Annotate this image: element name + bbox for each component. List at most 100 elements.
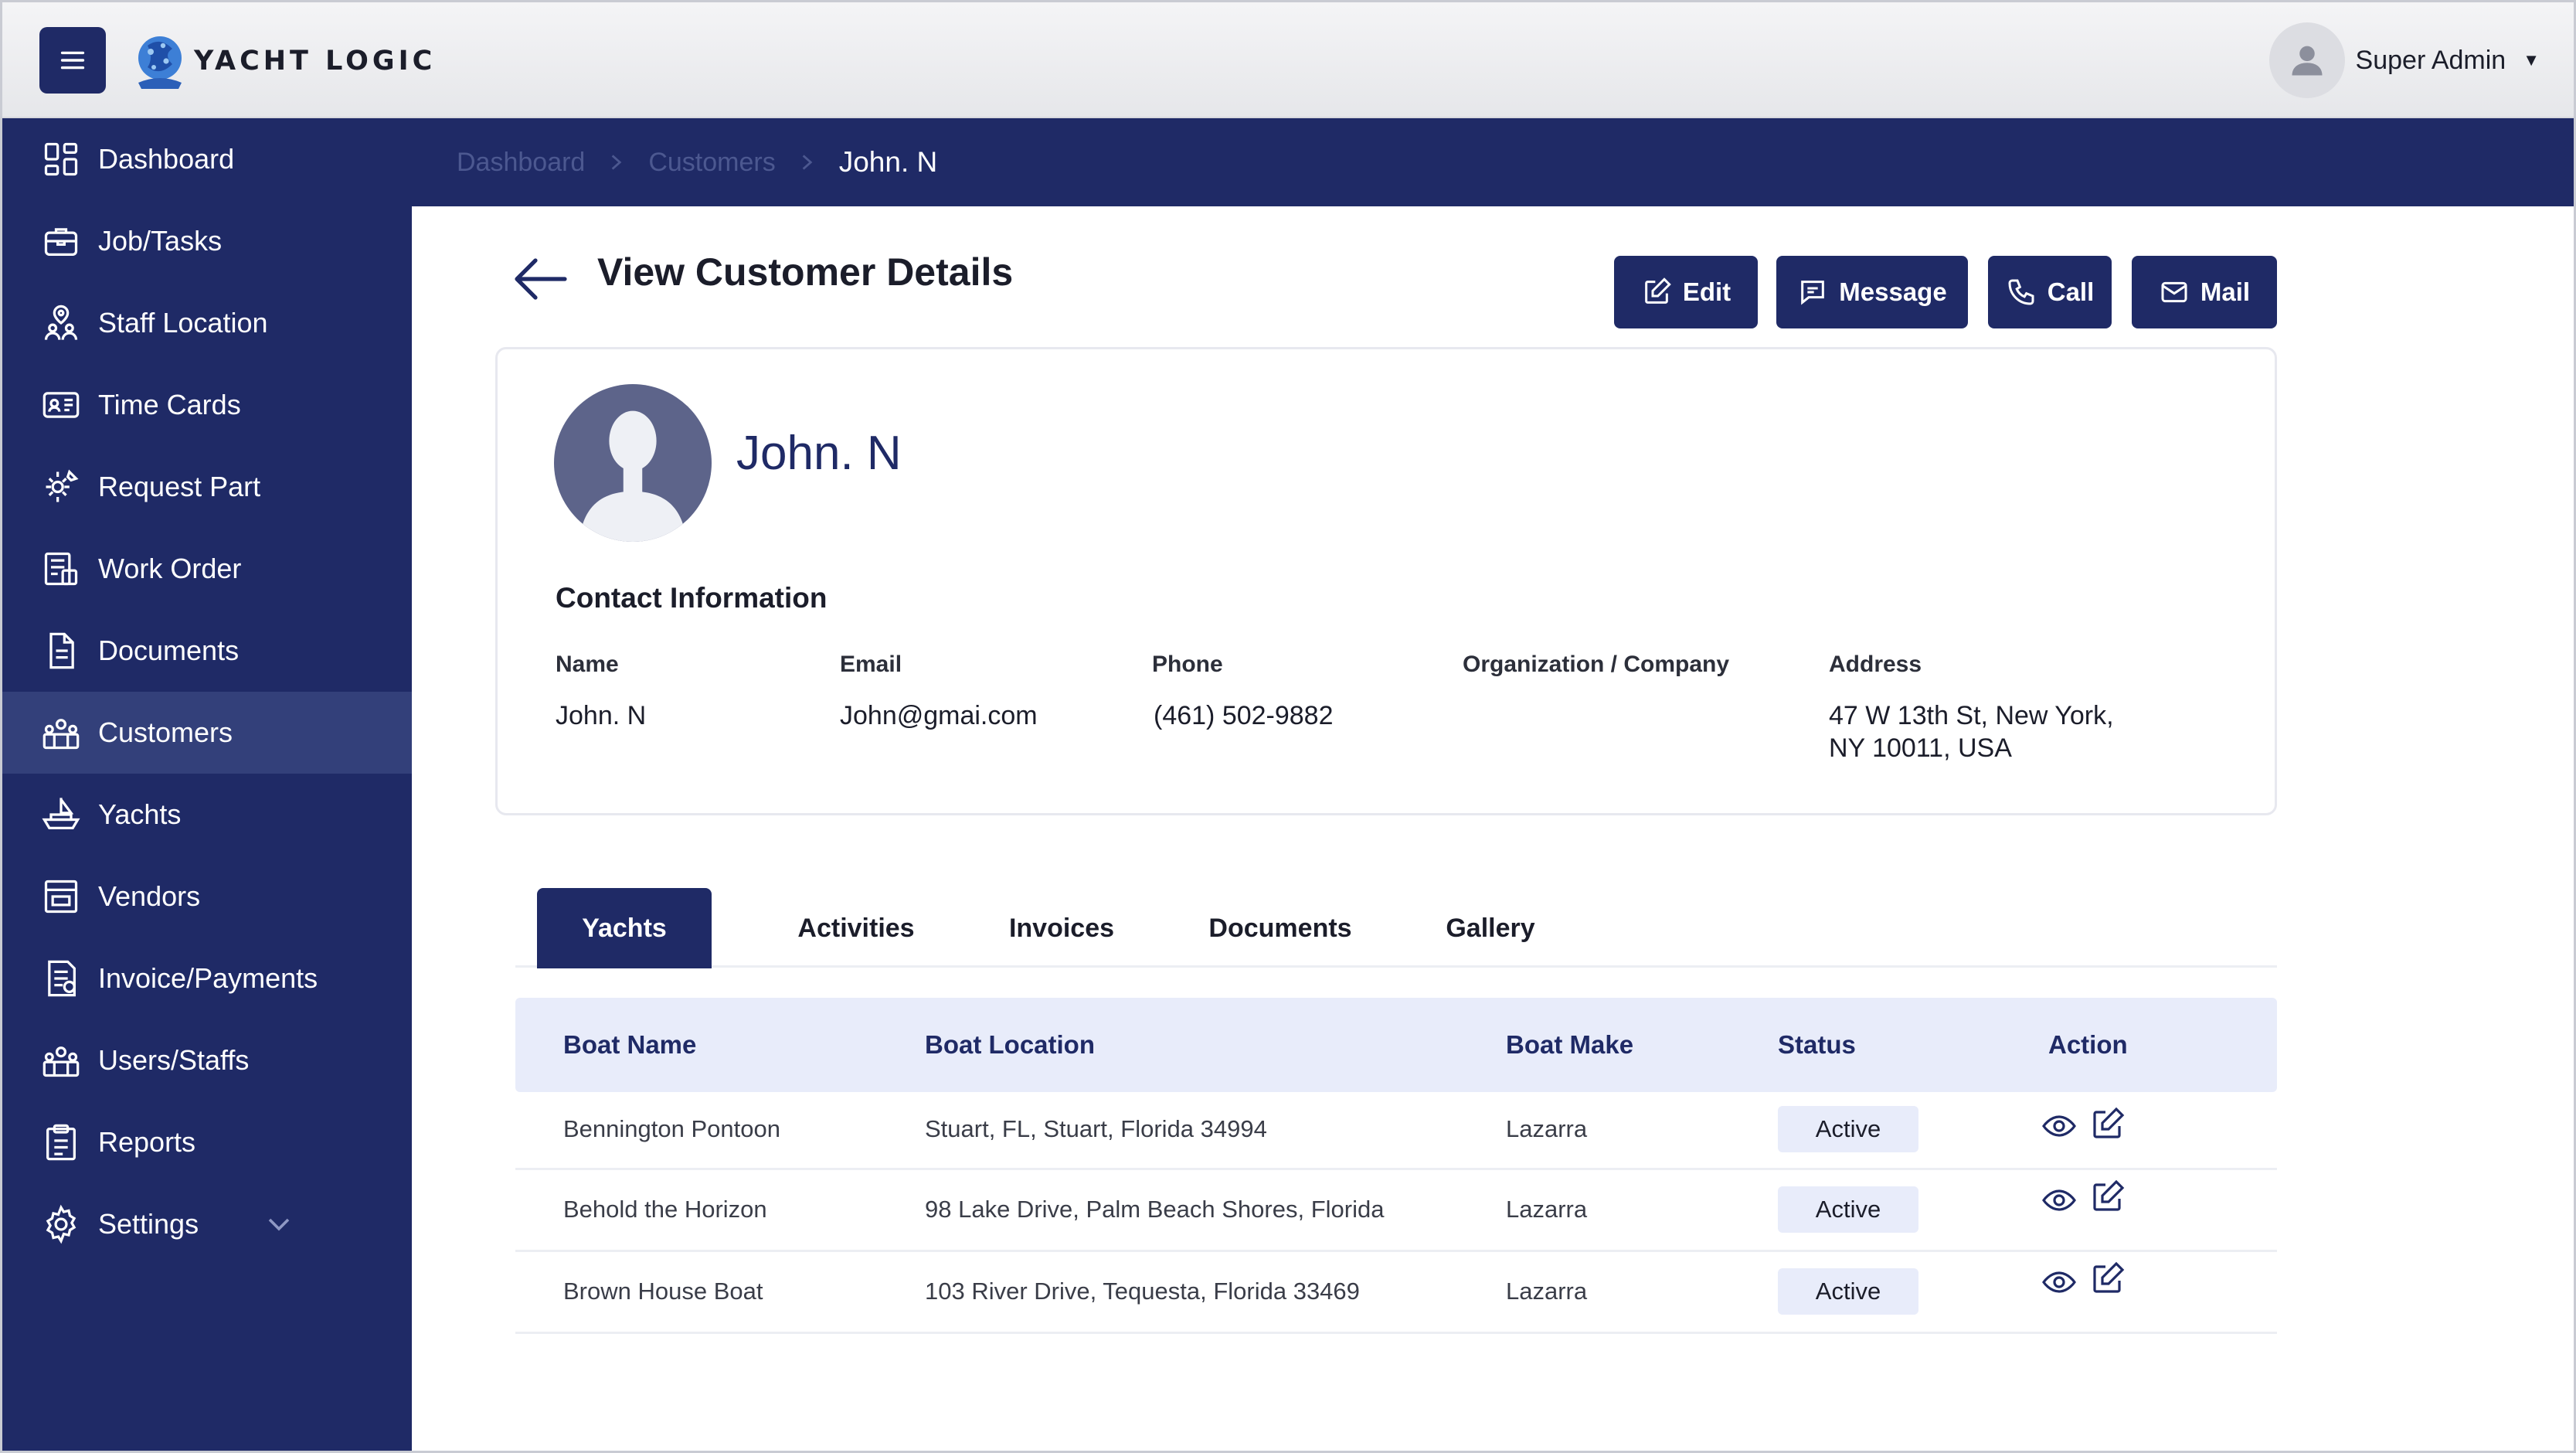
sidebar-item-label: Settings (98, 1208, 199, 1240)
sidebar-item-job-tasks[interactable]: Job/Tasks (2, 200, 412, 282)
caret-down-icon[interactable]: ▼ (2523, 50, 2540, 70)
breadcrumb: Dashboard Customers John. N (412, 118, 2574, 206)
page-title: View Customer Details (597, 250, 1014, 294)
edit-icon (1644, 277, 1671, 304)
boat-name-cell: Behold the Horizon (563, 1196, 767, 1223)
email-value: John@gmai.com (840, 701, 1038, 730)
mail-icon (2161, 281, 2187, 303)
phone-icon (2008, 279, 2034, 305)
edit-icon[interactable] (2088, 1261, 2126, 1298)
work-order-icon (39, 547, 83, 590)
edit-icon[interactable] (2088, 1106, 2126, 1143)
column-header-action: Action (2048, 1030, 2128, 1059)
customers-icon (39, 711, 83, 754)
briefcase-icon (39, 219, 83, 263)
edit-icon[interactable] (2088, 1179, 2126, 1216)
yacht-icon (39, 793, 83, 836)
chevron-right-icon (802, 155, 813, 170)
sidebar-item-work-order[interactable]: Work Order (2, 528, 412, 610)
sidebar: Dashboard Job/Tasks Staff Location Time … (2, 118, 412, 1451)
call-button[interactable]: Call (1988, 256, 2112, 328)
app-logo[interactable]: YACHT LOGIC (132, 30, 436, 92)
sidebar-item-label: Invoice/Payments (98, 962, 318, 994)
user-name: Super Admin (2355, 45, 2506, 75)
sidebar-item-request-part[interactable]: Request Part (2, 446, 412, 528)
logo-text: YACHT LOGIC (194, 46, 437, 77)
email-label: Email (840, 652, 902, 677)
row-divider (515, 1332, 2277, 1334)
sidebar-item-yachts[interactable]: Yachts (2, 774, 412, 856)
sidebar-item-label: Dashboard (98, 143, 235, 175)
sidebar-item-label: Job/Tasks (98, 225, 223, 257)
sidebar-item-settings[interactable]: Settings (2, 1183, 412, 1265)
chevron-down-icon[interactable] (265, 1213, 293, 1236)
mail-button[interactable]: Mail (2132, 256, 2277, 328)
sidebar-item-vendors[interactable]: Vendors (2, 856, 412, 937)
name-label: Name (556, 652, 619, 677)
dashboard-icon (39, 138, 83, 181)
boat-name-cell: Brown House Boat (563, 1278, 763, 1305)
tab-invoices[interactable]: Invoices (1008, 913, 1115, 943)
logo-icon (138, 36, 182, 89)
tab-activities[interactable]: Activities (797, 913, 915, 943)
view-eye-icon[interactable] (2041, 1108, 2078, 1145)
sidebar-item-label: Work Order (98, 553, 242, 584)
customer-avatar (554, 384, 712, 542)
boat-make-cell: Lazarra (1506, 1196, 1588, 1223)
table-header (515, 998, 2277, 1092)
view-eye-icon[interactable] (2041, 1264, 2078, 1301)
invoice-icon (39, 957, 83, 1000)
address-value: 47 W 13th St, New York, NY 10011, USA (1829, 699, 2114, 764)
sidebar-item-label: Users/Staffs (98, 1044, 250, 1076)
tab-yachts[interactable]: Yachts (537, 888, 712, 968)
clipboard-icon (39, 1121, 83, 1164)
user-menu[interactable]: Super Admin ▼ (2268, 22, 2540, 99)
phone-value: (461) 502-9882 (1154, 701, 1334, 730)
sidebar-item-label: Staff Location (98, 307, 268, 339)
sidebar-item-reports[interactable]: Reports (2, 1101, 412, 1183)
top-bar: YACHT LOGIC Super Admin ▼ (2, 2, 2574, 118)
tab-gallery[interactable]: Gallery (1446, 913, 1535, 943)
row-divider (515, 1168, 2277, 1170)
sidebar-item-documents[interactable]: Documents (2, 610, 412, 692)
customer-name: John. N (736, 427, 902, 480)
staff-location-icon (39, 301, 83, 345)
column-header-boat-make: Boat Make (1506, 1030, 1634, 1059)
sidebar-item-users-staffs[interactable]: Users/Staffs (2, 1019, 412, 1101)
tabs-divider (515, 965, 2277, 968)
vendor-icon (39, 875, 83, 918)
edit-button[interactable]: Edit (1614, 256, 1758, 328)
boat-name-cell: Bennington Pontoon (563, 1115, 780, 1142)
sidebar-item-label: Vendors (98, 880, 201, 912)
breadcrumb-dashboard[interactable]: Dashboard (457, 147, 586, 177)
time-card-icon (39, 383, 83, 427)
organization-label: Organization / Company (1463, 652, 1730, 677)
message-button-label: Message (1839, 277, 1947, 306)
menu-toggle-button[interactable] (39, 27, 106, 94)
breadcrumb-customers[interactable]: Customers (648, 147, 776, 177)
address-line-2: NY 10011, USA (1829, 733, 2012, 763)
column-header-boat-name: Boat Name (563, 1030, 697, 1059)
sidebar-item-staff-location[interactable]: Staff Location (2, 282, 412, 364)
user-avatar[interactable] (2268, 22, 2345, 98)
person-silhouette-icon (579, 410, 687, 542)
tab-documents[interactable]: Documents (1208, 913, 1352, 943)
customer-profile-card (495, 347, 2277, 815)
phone-label: Phone (1152, 652, 1223, 677)
back-arrow-icon[interactable] (512, 254, 568, 304)
sidebar-item-invoice-payments[interactable]: Invoice/Payments (2, 937, 412, 1019)
sidebar-item-customers[interactable]: Customers (2, 692, 412, 774)
name-value: John. N (556, 701, 647, 730)
sidebar-item-time-cards[interactable]: Time Cards (2, 364, 412, 446)
boat-location-cell: 98 Lake Drive, Palm Beach Shores, Florid… (925, 1196, 1385, 1223)
edit-button-label: Edit (1682, 277, 1731, 306)
view-eye-icon[interactable] (2041, 1182, 2078, 1219)
boat-location-cell: Stuart, FL, Stuart, Florida 34994 (925, 1115, 1267, 1142)
sidebar-item-label: Reports (98, 1126, 196, 1158)
document-icon (39, 629, 83, 672)
breadcrumb-current: John. N (838, 146, 938, 178)
sidebar-item-dashboard[interactable]: Dashboard (2, 118, 412, 200)
gear-wrench-icon (39, 465, 83, 509)
message-button[interactable]: Message (1776, 256, 1968, 328)
